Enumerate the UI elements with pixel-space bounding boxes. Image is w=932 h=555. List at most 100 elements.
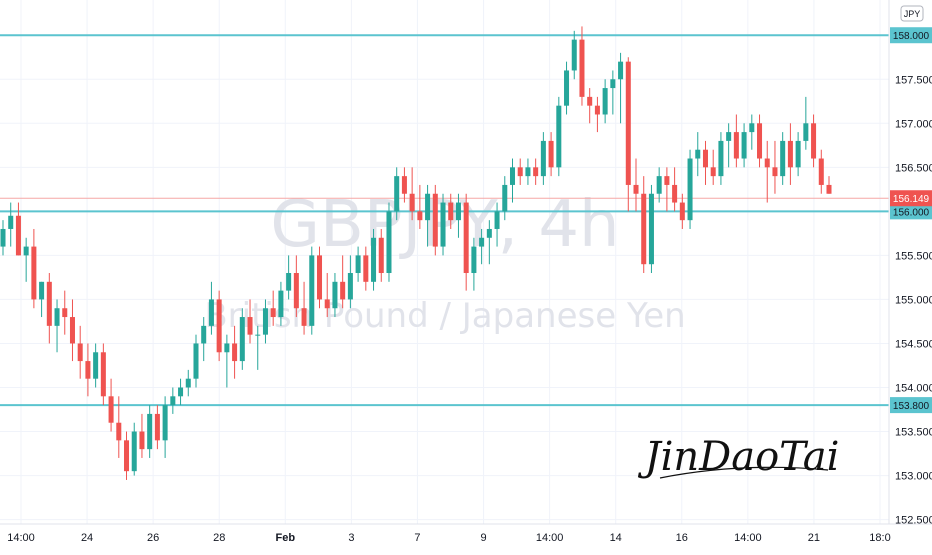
candle-down[interactable] xyxy=(432,184,438,256)
candle-up[interactable] xyxy=(355,246,361,282)
candle-down[interactable] xyxy=(324,273,330,318)
candle-up[interactable] xyxy=(726,123,732,168)
candle-up[interactable] xyxy=(494,202,500,247)
candle-down[interactable] xyxy=(772,140,778,194)
candle-down[interactable] xyxy=(270,290,276,326)
candle-up[interactable] xyxy=(208,281,214,335)
candle-down[interactable] xyxy=(46,273,52,344)
candle-up[interactable] xyxy=(262,299,268,344)
candle-up[interactable] xyxy=(795,132,801,177)
candle-down[interactable] xyxy=(316,246,323,309)
candle-up[interactable] xyxy=(502,176,508,221)
candle-down[interactable] xyxy=(448,193,454,229)
candle-up[interactable] xyxy=(23,237,29,282)
candle-up[interactable] xyxy=(540,132,546,185)
candle-down[interactable] xyxy=(733,114,739,168)
candle-down[interactable] xyxy=(517,158,523,185)
candle-down[interactable] xyxy=(378,228,384,282)
candle-down[interactable] xyxy=(116,396,122,458)
candle-up[interactable] xyxy=(131,422,137,476)
candle-down[interactable] xyxy=(548,132,554,177)
candle-up[interactable] xyxy=(178,378,184,406)
candle-down[interactable] xyxy=(710,149,716,185)
candle-down[interactable] xyxy=(633,158,639,212)
candle-up[interactable] xyxy=(39,281,45,318)
candle-up[interactable] xyxy=(286,255,292,300)
candle-down[interactable] xyxy=(818,149,824,194)
candle-down[interactable] xyxy=(625,57,631,212)
candle-up[interactable] xyxy=(201,317,207,362)
candle-up[interactable] xyxy=(479,228,485,265)
candle-down[interactable] xyxy=(811,114,817,168)
candle-up[interactable] xyxy=(371,228,377,291)
candle-up[interactable] xyxy=(54,299,60,353)
currency-badge[interactable]: JPY xyxy=(900,5,924,22)
candle-down[interactable] xyxy=(702,140,708,185)
candle-down[interactable] xyxy=(139,413,145,458)
candle-down[interactable] xyxy=(409,167,415,221)
candle-down[interactable] xyxy=(77,325,83,379)
candle-up[interactable] xyxy=(278,281,284,326)
candle-up[interactable] xyxy=(8,202,14,247)
candle-up[interactable] xyxy=(147,405,153,458)
candle-up[interactable] xyxy=(718,132,724,185)
candle-up[interactable] xyxy=(93,343,99,388)
candle-up[interactable] xyxy=(618,52,624,124)
time-axis[interactable]: 14:00 24 26 28 Feb 3 7 9 14:00 14 16 14:00 21 18:0 xyxy=(7,532,890,544)
candle-up[interactable] xyxy=(425,184,431,247)
candle-up[interactable] xyxy=(170,387,176,414)
candle-up[interactable] xyxy=(525,158,531,185)
candle-down[interactable] xyxy=(216,290,222,362)
candle-up[interactable] xyxy=(656,167,662,203)
candle-up[interactable] xyxy=(394,167,400,221)
candle-up[interactable] xyxy=(741,123,747,168)
candle-down[interactable] xyxy=(69,299,75,362)
candle-up[interactable] xyxy=(162,396,168,458)
candle-down[interactable] xyxy=(100,343,106,406)
candle-down[interactable] xyxy=(679,193,685,229)
candle-down[interactable] xyxy=(340,255,346,309)
candle-down[interactable] xyxy=(108,378,114,432)
candle-down[interactable] xyxy=(301,281,307,335)
candle-down[interactable] xyxy=(533,158,539,185)
candle-up[interactable] xyxy=(0,220,6,256)
candle-up[interactable] xyxy=(239,308,245,370)
candle-down[interactable] xyxy=(641,176,647,274)
candle-up[interactable] xyxy=(749,114,755,150)
candle-down[interactable] xyxy=(293,255,299,318)
candle-down[interactable] xyxy=(31,228,37,309)
candle-down[interactable] xyxy=(587,88,593,124)
candle-down[interactable] xyxy=(579,26,585,106)
candle-up[interactable] xyxy=(255,325,261,370)
candle-up[interactable] xyxy=(185,369,191,397)
candle-down[interactable] xyxy=(826,176,832,194)
candle-up[interactable] xyxy=(564,61,570,115)
candle-down[interactable] xyxy=(594,96,600,133)
candle-down[interactable] xyxy=(363,246,369,291)
candle-up[interactable] xyxy=(695,132,701,177)
candle-down[interactable] xyxy=(85,343,91,397)
candle-down[interactable] xyxy=(154,405,160,450)
candle-up[interactable] xyxy=(332,273,338,318)
candle-down[interactable] xyxy=(124,431,130,480)
candle-up[interactable] xyxy=(610,70,616,115)
candle-up[interactable] xyxy=(471,237,477,291)
candle-up[interactable] xyxy=(224,334,230,388)
candle-down[interactable] xyxy=(757,114,763,168)
candle-up[interactable] xyxy=(309,246,315,335)
candle-down[interactable] xyxy=(232,325,238,379)
candle-up[interactable] xyxy=(347,255,353,309)
candle-down[interactable] xyxy=(463,193,469,291)
candle-up[interactable] xyxy=(486,220,492,265)
candle-up[interactable] xyxy=(556,96,562,177)
candle-up[interactable] xyxy=(440,193,446,256)
candle-down[interactable] xyxy=(15,202,21,256)
candle-down[interactable] xyxy=(417,184,423,229)
candle-up[interactable] xyxy=(648,184,654,274)
candle-down[interactable] xyxy=(401,167,407,203)
candle-up[interactable] xyxy=(687,149,693,229)
candle-up[interactable] xyxy=(509,158,516,203)
candle-down[interactable] xyxy=(764,140,770,203)
candle-down[interactable] xyxy=(787,123,793,185)
candle-up[interactable] xyxy=(455,193,461,238)
